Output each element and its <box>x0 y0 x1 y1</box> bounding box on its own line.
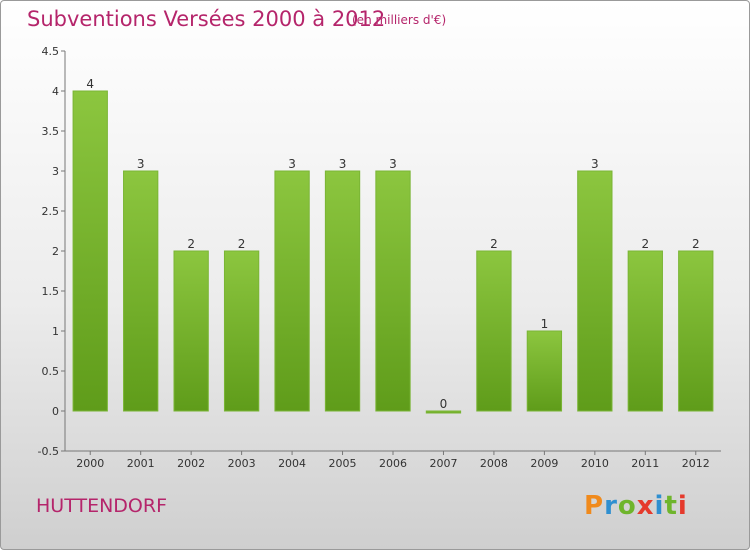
data-label: 3 <box>288 157 296 171</box>
bar-2005 <box>324 170 361 412</box>
x-tick-label: 2002 <box>177 457 205 470</box>
x-tick-label: 2011 <box>631 457 659 470</box>
data-label: 3 <box>389 157 397 171</box>
bar-2003 <box>223 250 260 412</box>
y-tick-label: 0.5 <box>42 365 60 378</box>
bar-2006 <box>375 170 411 412</box>
logo-letter: i <box>677 491 688 521</box>
data-label: 3 <box>591 157 599 171</box>
data-label: 1 <box>541 317 549 331</box>
x-tick-label: 2000 <box>76 457 104 470</box>
y-tick-label: -0.5 <box>38 445 59 458</box>
bar-2009 <box>526 330 563 412</box>
bar-2001 <box>123 170 159 412</box>
y-tick-label: 0 <box>52 405 59 418</box>
data-label: 2 <box>490 237 498 251</box>
bar-2000 <box>72 90 108 412</box>
bar-2012 <box>678 250 714 412</box>
logo-letter: o <box>617 491 637 521</box>
data-label: 2 <box>187 237 195 251</box>
chart-title: Subventions Versées 2000 à 2012 <box>27 7 386 31</box>
proxiti-logo: Proxiti <box>584 491 688 521</box>
data-label: 2 <box>238 237 246 251</box>
data-label: 0 <box>440 397 448 411</box>
bar-2011 <box>627 250 663 412</box>
y-tick-label: 1.5 <box>42 285 60 298</box>
logo-letter: P <box>584 491 605 521</box>
x-tick-label: 2004 <box>278 457 306 470</box>
logo-letter: t <box>664 491 678 521</box>
place-name: HUTTENDORF <box>36 495 168 517</box>
y-tick-label: 3.5 <box>42 125 60 138</box>
bar-2010 <box>577 170 613 412</box>
data-label: 2 <box>692 237 700 251</box>
x-tick-label: 2006 <box>379 457 407 470</box>
x-tick-label: 2007 <box>429 457 457 470</box>
logo-letter: r <box>604 491 618 521</box>
x-tick-label: 2010 <box>581 457 609 470</box>
y-tick-label: 3 <box>52 165 59 178</box>
data-label: 4 <box>86 77 94 91</box>
bar-2007 <box>425 410 462 414</box>
x-tick-label: 2012 <box>682 457 710 470</box>
bar-2008 <box>476 250 512 412</box>
y-tick-label: 1 <box>52 325 59 338</box>
logo-letter: i <box>654 491 665 521</box>
x-tick-label: 2005 <box>329 457 357 470</box>
logo-letter: x <box>636 491 655 521</box>
bar-2004 <box>274 170 310 412</box>
x-tick-label: 2009 <box>530 457 558 470</box>
data-label: 2 <box>641 237 649 251</box>
data-label: 3 <box>137 157 145 171</box>
x-tick-label: 2008 <box>480 457 508 470</box>
x-tick-label: 2001 <box>127 457 155 470</box>
y-tick-label: 4.5 <box>42 45 60 58</box>
data-label: 3 <box>339 157 347 171</box>
y-tick-label: 2 <box>52 245 59 258</box>
x-tick-label: 2003 <box>228 457 256 470</box>
chart-subtitle: (en milliers d'€) <box>352 13 447 27</box>
y-tick-label: 2.5 <box>42 205 60 218</box>
bar-2002 <box>173 250 209 412</box>
y-tick-label: 4 <box>52 85 59 98</box>
